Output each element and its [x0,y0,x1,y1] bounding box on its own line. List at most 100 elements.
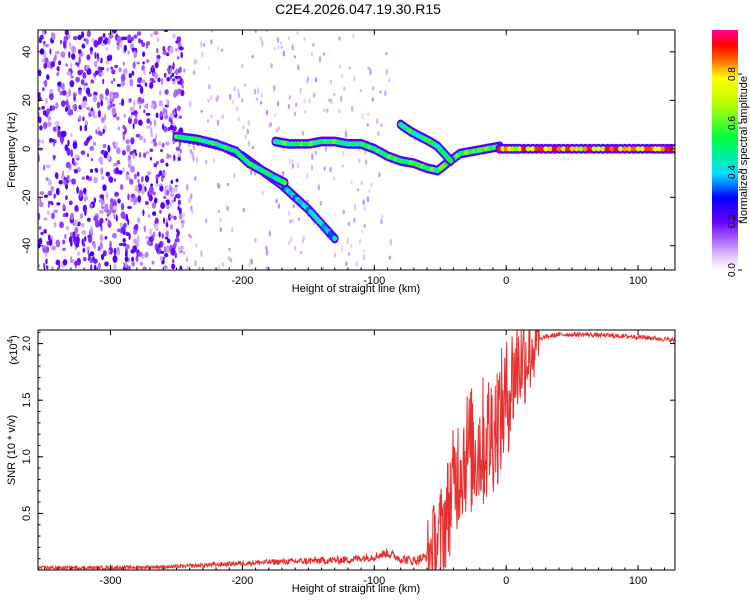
y-tick-label: -40 [21,238,33,254]
ridge-point [626,146,632,152]
noise-cell [377,130,380,137]
noise-cell [75,62,79,66]
noise-cell [192,70,196,76]
noise-cell [93,40,99,48]
snr-y-label: SNR (10 * v/v) [6,415,18,485]
noise-cell [38,226,42,230]
noise-cell [165,141,170,146]
noise-cell [86,68,92,75]
noise-cell [46,108,50,115]
ridge-point [582,146,588,152]
ridge-point [591,146,597,152]
noise-cell [95,169,99,173]
noise-cell [78,189,84,198]
x-tick-label: 100 [629,275,647,287]
noise-cell [70,149,74,158]
noise-cell [82,204,88,213]
x-tick-label: -300 [100,575,122,587]
noise-cell [231,99,234,105]
noise-cell [124,126,127,135]
noise-cell [96,101,101,109]
noise-cell [85,65,89,70]
noise-cell [254,237,257,243]
noise-cell [43,164,46,171]
noise-cell [62,213,66,218]
noise-cell [80,79,85,85]
noise-cell [237,88,240,94]
noise-cell [219,217,222,223]
noise-cell [145,201,149,205]
noise-cell [38,237,43,245]
ridge-point [525,146,531,152]
noise-cell [172,61,175,70]
noise-cell [129,165,135,173]
noise-cell [302,234,305,241]
noise-cell [136,61,140,65]
noise-cell [348,66,351,70]
noise-cell [242,207,245,213]
noise-cell [100,72,104,76]
noise-cell [65,225,70,231]
noise-cell [160,158,165,164]
noise-cell [367,112,370,116]
noise-cell [171,80,176,85]
noise-cell [333,252,337,258]
noise-cell [297,217,301,221]
noise-cell [168,186,173,192]
noise-cell [64,106,69,112]
noise-cell [205,160,208,164]
noise-cell [132,152,136,159]
noise-cell [200,40,203,48]
noise-cell [113,162,118,167]
noise-cell [82,116,85,122]
noise-cell [129,178,134,185]
noise-cell [96,52,99,60]
noise-cell [235,106,239,112]
noise-cell [246,128,249,135]
noise-cell [176,193,181,199]
noise-cell [295,102,298,107]
noise-cell [102,250,107,257]
noise-cell [86,30,91,38]
noise-cell [353,75,356,82]
snr-x-axis: -300 -200 -100 0 100 [44,330,665,587]
noise-cell [136,235,140,243]
noise-cell [146,240,151,246]
noise-cell [83,82,89,87]
colorbar-ticks: 0.0 0.2 0.4 0.6 0.8 [727,67,742,277]
noise-cell [45,98,48,105]
noise-cell [68,178,72,183]
noise-cell [256,87,260,94]
noise-cell [164,188,167,197]
noise-cell [45,177,49,181]
ridge-point [648,146,654,152]
noise-cell [92,141,97,146]
noise-cell [371,97,374,102]
noise-cell [83,197,87,202]
noise-cell [152,211,157,216]
noise-cell [82,248,86,253]
noise-cell [139,261,144,266]
noise-cell [46,265,49,270]
noise-cell [122,133,125,141]
noise-cell [265,266,268,270]
noise-cell [229,258,233,263]
noise-cell [293,111,297,116]
noise-cell [310,164,314,171]
noise-cell [170,119,173,125]
noise-cell [133,99,136,108]
noise-cell [250,259,254,265]
ridge-point [622,146,628,152]
noise-cell [62,203,65,210]
noise-cell [288,240,291,246]
noise-cell [200,250,203,258]
noise-cell [164,253,169,258]
noise-cell [112,232,117,239]
noise-cell [81,223,85,228]
noise-cell [293,55,297,59]
noise-cell [133,118,138,125]
noise-cell [169,224,174,230]
noise-cell [296,64,300,69]
y-tick-label: 0.5 [21,506,33,521]
